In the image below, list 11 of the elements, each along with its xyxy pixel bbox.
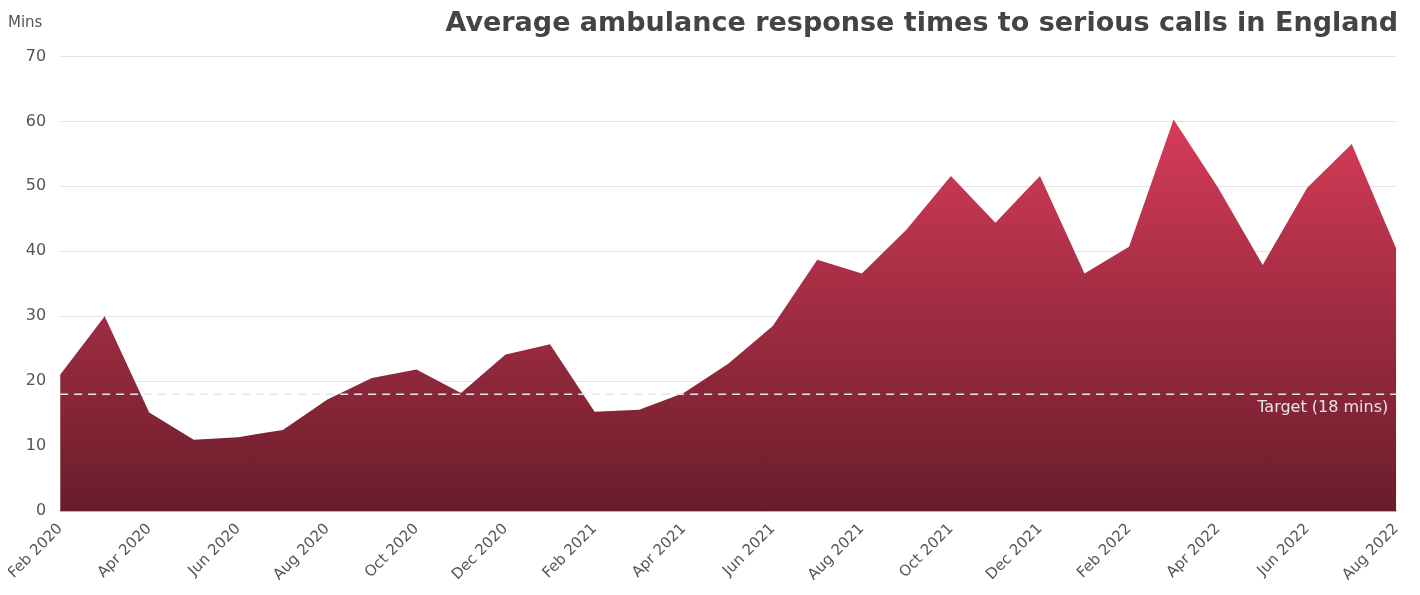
y-axis-title: Mins	[8, 13, 43, 32]
y-tick-label: 40	[25, 240, 47, 260]
y-tick-label: 20	[25, 370, 47, 390]
y-tick-label: 60	[25, 110, 47, 130]
y-tick-label: 70	[25, 45, 47, 65]
ref-line-label: Target (18 mins)	[1256, 397, 1389, 417]
chart-title: Average ambulance response times to serious calls in England	[445, 6, 1398, 38]
y-tick-label: 0	[35, 500, 47, 520]
y-tick-label: 30	[25, 305, 47, 325]
y-tick-label: 10	[25, 435, 47, 455]
y-tick-label: 50	[25, 175, 47, 195]
